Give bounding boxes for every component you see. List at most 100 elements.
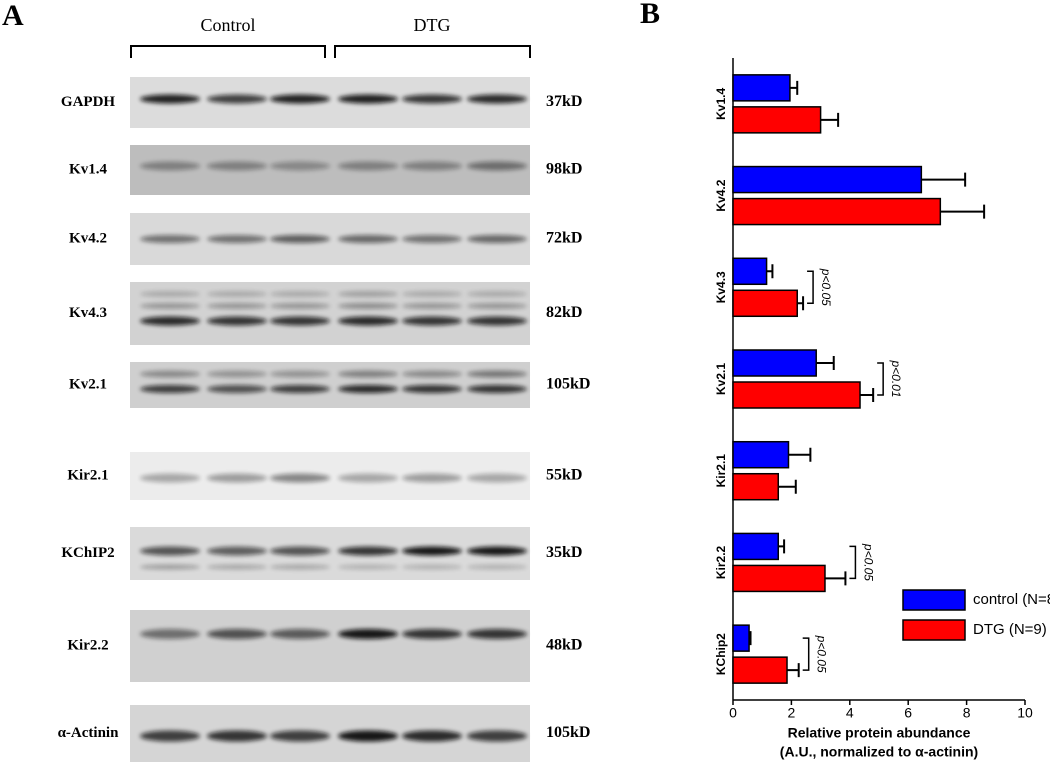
blot-band: [270, 94, 330, 104]
y-tick-label: KChip2: [714, 633, 728, 675]
bar: [732, 289, 798, 318]
blot-band: [140, 370, 200, 378]
blot-band: [270, 316, 330, 326]
error-bar: [921, 172, 967, 187]
protein-label: Kv2.1: [69, 376, 107, 392]
blot-band: [467, 94, 527, 104]
blot-band: [402, 303, 462, 309]
bar: [732, 656, 788, 684]
bar: [732, 472, 780, 501]
blot-band: [402, 370, 462, 378]
y-tick-label: Kv2.1: [714, 363, 728, 395]
blot-band: [270, 546, 330, 556]
blot-band: [270, 303, 330, 309]
x-tick-label: 6: [904, 705, 912, 721]
blot-band: [338, 473, 398, 483]
blot-band: [338, 316, 398, 326]
x-tick-label: 0: [729, 705, 737, 721]
group-bracket: [130, 45, 531, 58]
blot-band: [207, 730, 267, 742]
protein-label: α-Actinin: [58, 725, 120, 741]
blot-band: [207, 473, 267, 483]
blot-band: [338, 385, 398, 393]
blot-band: [207, 303, 267, 309]
significance-label: p<0.05: [819, 268, 833, 306]
blot-band: [270, 161, 330, 171]
blot-band: [402, 316, 462, 326]
blot-band: [270, 370, 330, 378]
blot-band: [338, 303, 398, 309]
bar: [732, 257, 768, 286]
legend-label: control (N=8): [973, 591, 1050, 608]
blot-band: [140, 303, 200, 309]
blot-band: [467, 291, 527, 297]
blot-band: [467, 316, 527, 326]
error-bar: [820, 112, 840, 127]
blot-band: [467, 235, 527, 243]
error-bar: [749, 631, 752, 646]
blot-band: [402, 629, 462, 639]
molecular-weight: 105kD: [546, 376, 590, 393]
protein-label: Kv1.4: [69, 161, 107, 177]
molecular-weight: 35kD: [546, 544, 582, 561]
blot-band: [207, 564, 267, 570]
error-bar: [788, 447, 812, 462]
error-bar: [778, 479, 797, 494]
group-label: DTG: [414, 15, 451, 35]
blot-band: [207, 546, 267, 556]
bar: [732, 564, 826, 593]
blot-band: [338, 546, 398, 556]
x-axis-label: (A.U., normalized to α-actinin): [780, 744, 978, 760]
blot-band: [207, 94, 267, 104]
protein-label: Kir2.2: [67, 637, 108, 653]
y-tick-label: Kv1.4: [714, 88, 728, 120]
blot: [130, 362, 530, 408]
y-tick-label: Kv4.2: [714, 179, 728, 211]
blot-band: [140, 564, 200, 570]
blot-band: [207, 161, 267, 171]
error-bar: [860, 388, 875, 402]
blot-band: [140, 94, 200, 104]
bar: [732, 381, 861, 409]
blot-band: [140, 730, 200, 742]
blot: [130, 282, 530, 345]
blot: [130, 77, 530, 128]
molecular-weight: 72kD: [546, 230, 582, 247]
significance-bracket: [849, 545, 857, 580]
molecular-weight: 82kD: [546, 304, 582, 321]
bar: [732, 532, 780, 561]
blot-band: [140, 629, 200, 639]
blot-band: [338, 161, 398, 171]
legend-swatch: [902, 589, 966, 611]
blot-band: [140, 473, 200, 483]
blot-band: [402, 161, 462, 171]
blot-band: [207, 291, 267, 297]
blot-band: [402, 546, 462, 556]
bar: [732, 106, 822, 134]
error-bar: [766, 264, 774, 279]
blot-band: [140, 161, 200, 171]
blot-band: [402, 385, 462, 393]
blot-band: [207, 235, 267, 243]
blot-band: [402, 564, 462, 570]
blot-band: [338, 629, 398, 639]
blot-band: [338, 235, 398, 243]
molecular-weight: 48kD: [546, 637, 582, 654]
blot-band: [270, 235, 330, 243]
bar: [732, 624, 750, 652]
blot-band: [270, 730, 330, 742]
blot-band: [467, 303, 527, 309]
bar: [732, 349, 817, 377]
significance-bracket: [877, 362, 884, 396]
bar: [732, 165, 923, 194]
blot-band: [402, 291, 462, 297]
error-bar: [789, 80, 799, 95]
y-tick-label: Kir2.2: [714, 545, 728, 579]
blot-band: [402, 473, 462, 483]
blot-band: [140, 385, 200, 393]
blot-band: [402, 235, 462, 243]
significance-bracket: [802, 637, 810, 671]
blot-band: [338, 291, 398, 297]
blot-band: [207, 370, 267, 378]
